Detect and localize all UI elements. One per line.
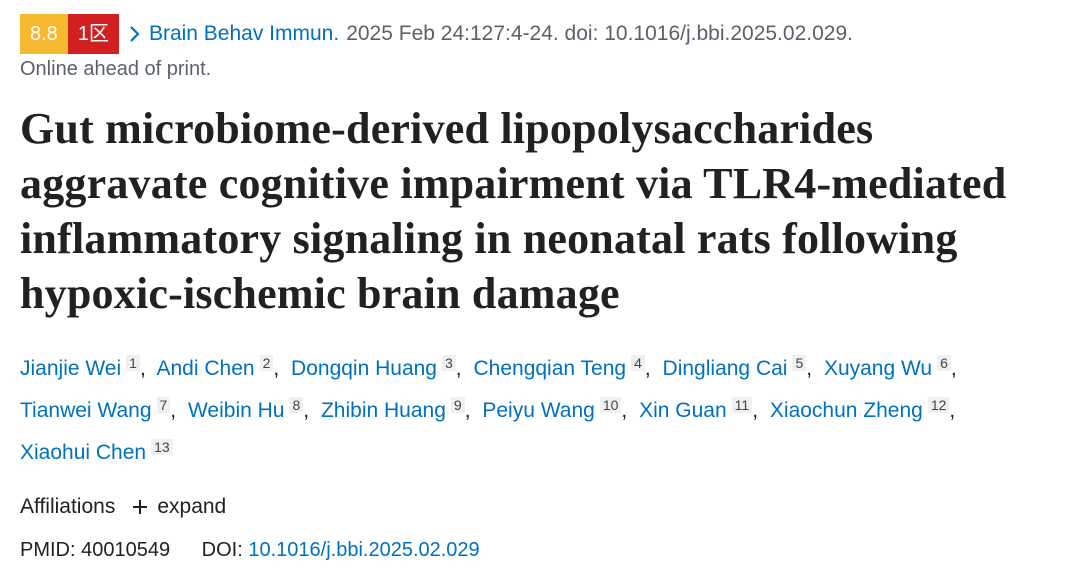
expand-toggle[interactable]: expand (131, 495, 226, 519)
doi-label: DOI: (201, 539, 243, 561)
journal-link[interactable]: Brain Behav Immun. (148, 22, 340, 45)
author-link[interactable]: Weibin Hu (187, 399, 285, 422)
affiliation-ref[interactable]: 13 (151, 439, 173, 455)
expand-label[interactable]: expand (157, 495, 227, 518)
author-link[interactable]: Peiyu Wang (482, 399, 595, 422)
chevron-icon (130, 26, 140, 42)
author-link[interactable]: Tianwei Wang (20, 399, 152, 422)
author-link[interactable]: Dongqin Huang (291, 357, 437, 380)
affiliation-ref[interactable]: 10 (599, 397, 622, 413)
impact-factor-badge: 8.8 (20, 14, 68, 54)
author: Xuyang Wu 6 (823, 355, 963, 380)
publication-status: Online ahead of print. (20, 58, 212, 80)
author: Xiaochun Zheng 12 (769, 397, 961, 422)
author: Andi Chen 2 (156, 355, 285, 380)
plus-icon (133, 500, 148, 514)
affiliation-ref[interactable]: 1 (126, 355, 140, 371)
author: Chengqian Teng 4 (473, 355, 657, 380)
affiliation-ref[interactable]: 7 (156, 397, 171, 413)
author-link[interactable]: Andi Chen (156, 357, 255, 380)
author-link[interactable]: Zhibin Huang (320, 399, 446, 422)
affiliation-ref[interactable]: 3 (442, 355, 456, 371)
affiliation-ref[interactable]: 12 (927, 397, 950, 413)
pmid-label: PMID: (20, 539, 76, 561)
zone-badge: 1区 (67, 14, 119, 54)
author: Dongqin Huang 3 (291, 355, 468, 380)
author-link[interactable]: Dingliang Cai (662, 357, 788, 380)
author: Dingliang Cai 5 (662, 355, 818, 380)
citation-details: 2025 Feb 24:127:4-24. doi: 10.1016/j.bbi… (346, 22, 853, 45)
author-link[interactable]: Xin Guan (639, 399, 727, 422)
affiliation-ref[interactable]: 5 (792, 355, 807, 371)
author-link[interactable]: Jianjie Wei (20, 357, 122, 380)
citation: 8.8 1区 Brain Behav Immun. 2025 Feb 24:127… (20, 14, 1060, 54)
affiliation-ref[interactable]: 6 (937, 355, 951, 371)
author: Xiaohui Chen 13 (20, 439, 173, 464)
author: Tianwei Wang 7 (20, 397, 182, 422)
affiliation-ref[interactable]: 11 (731, 397, 753, 413)
identifiers: PMID: 40010549 DOI: 10.1016/j.bbi.2025.0… (20, 539, 1060, 562)
article-title: Gut microbiome-derived lipopolysaccharid… (20, 104, 1007, 318)
author: Zhibin Huang 9 (320, 397, 477, 422)
author: Jianjie Wei 1 (20, 355, 152, 380)
doi-link[interactable]: 10.1016/j.bbi.2025.02.029 (248, 539, 480, 561)
affiliation-ref[interactable]: 8 (289, 397, 304, 413)
pmid: 40010549 (81, 539, 171, 561)
affiliation-ref[interactable]: 2 (259, 355, 274, 371)
affiliation-ref[interactable]: 4 (631, 355, 645, 371)
author-link[interactable]: Xiaohui Chen (20, 441, 147, 464)
affiliation-ref[interactable]: 9 (450, 397, 465, 413)
affiliations: Affiliations expand (20, 495, 1060, 519)
author-link[interactable]: Chengqian Teng (473, 357, 627, 380)
author: Weibin Hu 8 (187, 397, 315, 422)
author: Xin Guan 11 (639, 397, 764, 422)
affiliations-label: Affiliations (20, 495, 116, 518)
author-link[interactable]: Xiaochun Zheng (769, 399, 923, 422)
author: Peiyu Wang 10 (482, 397, 633, 422)
author-link[interactable]: Xuyang Wu (823, 357, 933, 380)
